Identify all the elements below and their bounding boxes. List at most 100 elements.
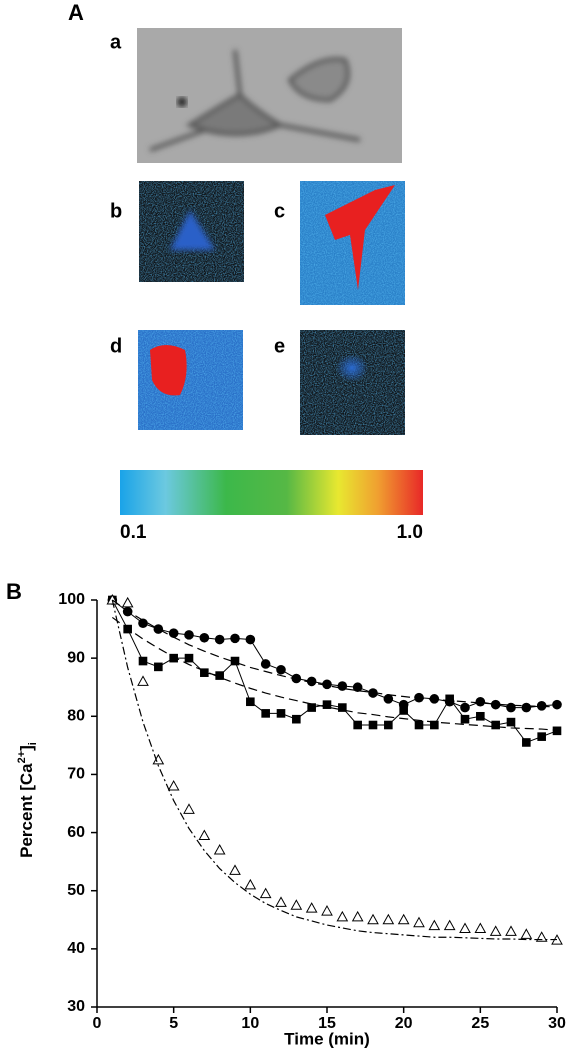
point [245, 634, 256, 645]
image-label: b [110, 200, 122, 222]
point [459, 922, 471, 934]
point [475, 696, 486, 707]
point [491, 720, 500, 730]
image-e [300, 330, 405, 435]
point [230, 633, 240, 644]
point [445, 694, 454, 704]
point [153, 624, 164, 634]
x-tick-label: 10 [241, 1015, 259, 1032]
y-axis-label-part: Percent [Ca [17, 763, 36, 858]
y-tick-label: 60 [67, 824, 85, 841]
point [460, 702, 470, 713]
point [214, 634, 225, 645]
point [489, 925, 502, 936]
point [397, 913, 410, 925]
point [261, 709, 270, 718]
y-axis-label-part: i [27, 742, 39, 745]
point [537, 732, 546, 741]
x-tick-label: 25 [471, 1015, 489, 1032]
point [229, 864, 241, 875]
point [244, 878, 257, 890]
point [506, 717, 516, 727]
y-tick-label: 70 [67, 766, 85, 783]
point [368, 688, 378, 698]
image-label: c [274, 200, 285, 222]
point [215, 671, 224, 680]
point [476, 711, 485, 721]
panel-label: B [6, 579, 22, 604]
x-tick-label: 20 [395, 1015, 413, 1032]
point [474, 922, 487, 934]
point [306, 676, 317, 687]
y-tick-label: 100 [58, 591, 85, 608]
point [382, 913, 395, 925]
x-tick-label: 5 [169, 1015, 178, 1032]
point [259, 887, 272, 899]
colorbar [120, 470, 423, 515]
series-line [112, 599, 558, 709]
y-tick-label: 80 [67, 708, 85, 725]
image-label: e [274, 335, 285, 357]
image-d [138, 330, 243, 430]
y-axis-label: Percent [Ca2+]i [16, 742, 39, 858]
point [290, 899, 303, 910]
point [430, 720, 439, 730]
point [184, 630, 194, 640]
point [322, 700, 332, 709]
point [137, 675, 149, 686]
point [552, 699, 562, 710]
point [338, 703, 347, 712]
y-axis-label-part: 2+ [16, 751, 28, 764]
point [460, 714, 470, 724]
point [353, 720, 362, 730]
point [506, 702, 516, 713]
image-a [137, 28, 402, 163]
point [230, 656, 240, 666]
point [167, 780, 180, 791]
y-tick-label: 40 [67, 940, 85, 957]
point [428, 919, 441, 931]
point [399, 706, 408, 715]
colorbar-min: 0.1 [120, 522, 147, 543]
point [490, 699, 501, 710]
point [522, 738, 531, 747]
y-tick-label: 50 [67, 882, 85, 899]
point [213, 843, 226, 855]
point [154, 662, 163, 672]
x-tick-label: 15 [318, 1015, 336, 1032]
point [292, 714, 301, 724]
x-tick-label: 30 [548, 1015, 566, 1032]
point [260, 659, 271, 669]
point [199, 632, 210, 643]
x-axis-label: Time (min) [284, 1029, 370, 1048]
fit-line [111, 599, 557, 941]
colorbar-max: 1.0 [397, 522, 423, 543]
point [443, 919, 456, 931]
point [336, 910, 349, 922]
fit-line [111, 616, 558, 731]
point [321, 905, 333, 916]
point [384, 720, 393, 730]
point [367, 913, 379, 925]
y-axis-label-part: ] [17, 745, 36, 751]
point [322, 679, 332, 690]
point [183, 803, 195, 814]
image-c [300, 181, 405, 305]
point [505, 925, 517, 936]
point [121, 596, 134, 608]
point [305, 902, 318, 913]
point [521, 702, 532, 713]
point [276, 709, 286, 718]
x-tick-label: 0 [93, 1015, 102, 1032]
point [413, 916, 425, 928]
point [169, 653, 178, 663]
image-b [139, 181, 244, 282]
point [200, 668, 209, 677]
point [368, 720, 378, 730]
point [276, 664, 286, 675]
image-label: a [110, 31, 122, 53]
point [520, 928, 533, 939]
point [184, 653, 194, 663]
fit-line [111, 599, 558, 708]
